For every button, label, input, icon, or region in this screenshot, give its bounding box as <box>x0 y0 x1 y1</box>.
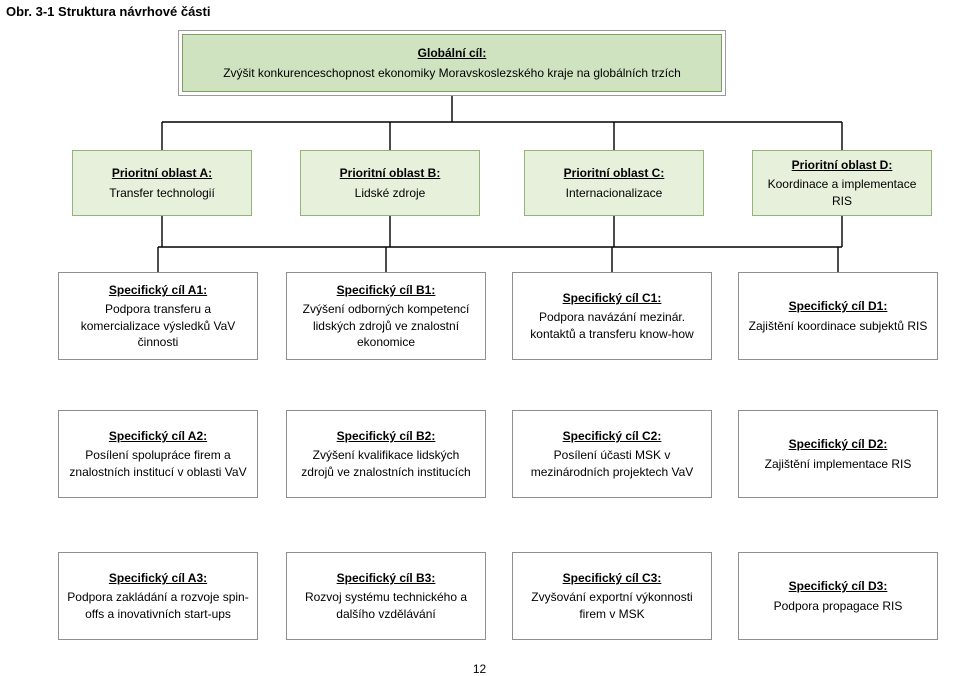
priority-d-body: Koordinace a implementace RIS <box>761 176 923 208</box>
spec-a2-heading: Specifický cíl A2: <box>109 428 207 444</box>
spec-c2-heading: Specifický cíl C2: <box>563 428 662 444</box>
spec-b1-heading: Specifický cíl B1: <box>337 282 436 298</box>
spec-d1-heading: Specifický cíl D1: <box>789 298 888 314</box>
spec-b1-body: Zvýšení odborných kompetencí lidských zd… <box>295 301 477 350</box>
global-goal-heading: Globální cíl: <box>418 45 487 61</box>
spec-a1-box: Specifický cíl A1: Podpora transferu a k… <box>58 272 258 360</box>
spec-c1-body: Podpora navázání mezinár. kontaktů a tra… <box>521 309 703 341</box>
priority-c-box: Prioritní oblast C: Internacionalizace <box>524 150 704 216</box>
spec-a2-body: Posílení spolupráce firem a znalostních … <box>67 447 249 479</box>
priority-a-box: Prioritní oblast A: Transfer technologií <box>72 150 252 216</box>
spec-a1-body: Podpora transferu a komercializace výsle… <box>67 301 249 350</box>
priority-c-body: Internacionalizace <box>566 185 663 201</box>
spec-c3-body: Zvyšování exportní výkonnosti firem v MS… <box>521 589 703 621</box>
spec-b3-box: Specifický cíl B3: Rozvoj systému techni… <box>286 552 486 640</box>
priority-b-box: Prioritní oblast B: Lidské zdroje <box>300 150 480 216</box>
spec-c2-box: Specifický cíl C2: Posílení účasti MSK v… <box>512 410 712 498</box>
spec-d2-body: Zajištění implementace RIS <box>765 456 912 472</box>
priority-d-box: Prioritní oblast D: Koordinace a impleme… <box>752 150 932 216</box>
spec-d2-heading: Specifický cíl D2: <box>789 436 888 452</box>
spec-b2-heading: Specifický cíl B2: <box>337 428 436 444</box>
global-goal-body: Zvýšit konkurenceschopnost ekonomiky Mor… <box>223 65 681 81</box>
spec-c3-heading: Specifický cíl C3: <box>563 570 662 586</box>
spec-b2-body: Zvýšení kvalifikace lidských zdrojů ve z… <box>295 447 477 479</box>
spec-b1-box: Specifický cíl B1: Zvýšení odborných kom… <box>286 272 486 360</box>
spec-b3-heading: Specifický cíl B3: <box>337 570 436 586</box>
spec-c3-box: Specifický cíl C3: Zvyšování exportní vý… <box>512 552 712 640</box>
spec-a2-box: Specifický cíl A2: Posílení spolupráce f… <box>58 410 258 498</box>
priority-c-heading: Prioritní oblast C: <box>564 165 665 181</box>
priority-a-body: Transfer technologií <box>109 185 215 201</box>
priority-d-heading: Prioritní oblast D: <box>792 157 893 173</box>
priority-b-body: Lidské zdroje <box>355 185 426 201</box>
spec-d1-body: Zajištění koordinace subjektů RIS <box>749 318 928 334</box>
spec-d3-heading: Specifický cíl D3: <box>789 578 888 594</box>
spec-d2-box: Specifický cíl D2: Zajištění implementac… <box>738 410 938 498</box>
spec-c1-heading: Specifický cíl C1: <box>563 290 662 306</box>
figure-title: Obr. 3-1 Struktura návrhové části <box>6 4 210 19</box>
spec-d3-body: Podpora propagace RIS <box>774 598 903 614</box>
spec-d3-box: Specifický cíl D3: Podpora propagace RIS <box>738 552 938 640</box>
global-goal-box: Globální cíl: Zvýšit konkurenceschopnost… <box>182 34 722 92</box>
spec-a3-heading: Specifický cíl A3: <box>109 570 207 586</box>
spec-b2-box: Specifický cíl B2: Zvýšení kvalifikace l… <box>286 410 486 498</box>
spec-c1-box: Specifický cíl C1: Podpora navázání mezi… <box>512 272 712 360</box>
spec-a1-heading: Specifický cíl A1: <box>109 282 207 298</box>
priority-a-heading: Prioritní oblast A: <box>112 165 212 181</box>
spec-a3-box: Specifický cíl A3: Podpora zakládání a r… <box>58 552 258 640</box>
priority-b-heading: Prioritní oblast B: <box>340 165 441 181</box>
page-number: 12 <box>473 662 486 676</box>
spec-a3-body: Podpora zakládání a rozvoje spin-offs a … <box>67 589 249 621</box>
spec-d1-box: Specifický cíl D1: Zajištění koordinace … <box>738 272 938 360</box>
spec-b3-body: Rozvoj systému technického a dalšího vzd… <box>295 589 477 621</box>
spec-c2-body: Posílení účasti MSK v mezinárodních proj… <box>521 447 703 479</box>
